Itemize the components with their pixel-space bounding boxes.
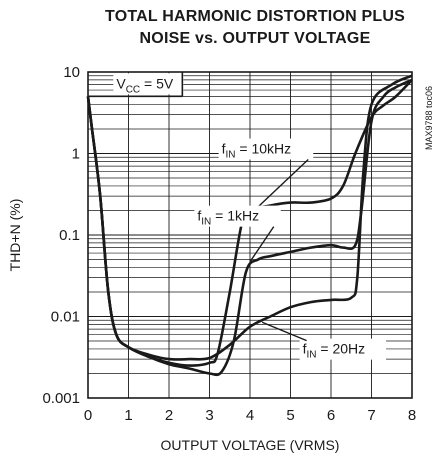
- vcc-label-bg: [113, 73, 184, 95]
- y-tick-label: 0.001: [42, 390, 80, 407]
- chart-title: TOTAL HARMONIC DISTORTION PLUS: [105, 8, 405, 25]
- label-1khz-bg: [194, 205, 281, 227]
- x-tick-label: 3: [205, 407, 213, 424]
- vcc-label: VCC = 5V: [116, 75, 174, 95]
- label-20hz-bg: [299, 338, 387, 360]
- leader-1khz: [249, 226, 275, 263]
- grid: [88, 72, 412, 398]
- x-tick-label: 8: [408, 407, 416, 424]
- x-tick-label: 4: [246, 407, 254, 424]
- leader-20hz: [261, 321, 307, 342]
- y-tick-label: 0.01: [51, 309, 80, 326]
- label-10khz: fIN = 10kHz: [222, 141, 292, 161]
- x-ticks: 0 1 2 3 4 5 6 7 8: [84, 407, 416, 424]
- y-ticks: 10 1 0.1 0.01 0.001: [42, 64, 80, 407]
- plot-frame: [87, 71, 413, 399]
- watermark: MAX9788 toc06: [424, 86, 434, 150]
- series-line: [86, 74, 413, 361]
- x-tick-label: 2: [165, 407, 173, 424]
- curves: [86, 74, 413, 377]
- x-axis-label: OUTPUT VOLTAGE (VRMS): [161, 437, 340, 453]
- x-tick-label: 1: [124, 407, 132, 424]
- y-tick-label: 1: [72, 146, 80, 163]
- y-tick-label: 0.1: [59, 227, 80, 244]
- x-tick-label: 5: [286, 407, 294, 424]
- label-1khz: fIN = 1kHz: [197, 208, 259, 228]
- x-tick-label: 6: [327, 407, 335, 424]
- x-tick-label: 7: [367, 407, 375, 424]
- chart-subtitle: NOISE vs. OUTPUT VOLTAGE: [139, 30, 371, 47]
- label-10khz-bg: [218, 138, 314, 160]
- leader-10khz: [255, 158, 309, 210]
- y-tick-label: 10: [63, 64, 80, 81]
- label-20hz: fIN = 20Hz: [303, 341, 366, 361]
- x-tick-label: 0: [84, 407, 92, 424]
- y-axis-label: THD+N (%): [7, 199, 23, 272]
- annotations: VCC = 5V fIN = 10kHz fIN = 1kHz fIN = 20Hz: [88, 72, 387, 361]
